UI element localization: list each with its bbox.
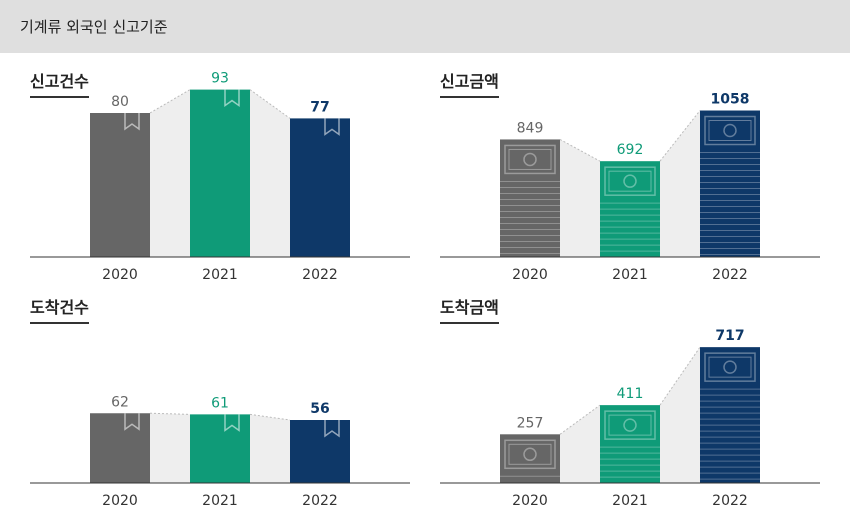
bar-2022 [290,420,350,483]
banknote-icon [504,144,556,175]
x-tick-label: 2022 [302,267,338,283]
banknote-coin [523,152,537,167]
bar-connector [560,405,600,483]
bar-2022 [700,110,760,257]
data-label: 692 [617,142,644,158]
data-label: 849 [517,120,544,136]
bar-connector [660,110,700,257]
x-tick-label: 2021 [612,493,648,509]
connector-dashed-line [249,89,291,119]
data-label: 61 [211,395,229,411]
data-label: 1058 [711,92,750,108]
bar-2020 [500,139,560,257]
chart-panel-report-count: 신고건수 80 2020 93 2021 77 2022 [30,71,430,302]
banknote-inner-border [508,443,552,465]
bar-2021 [600,405,660,483]
bar-2020 [90,113,150,257]
banknote-icon [604,166,656,196]
chart-plot: 257 2020 411 2021 717 2022 [440,328,820,509]
bar-connector [560,139,600,257]
banknote-inner-border [708,120,752,142]
x-tick-label: 2020 [102,493,138,509]
bookmark-icon [124,113,140,131]
bookmark-icon [224,89,240,108]
bar-2021 [600,161,660,257]
data-label: 93 [211,71,229,87]
chart-title: 도착금액 [440,298,499,324]
banknote-inner-border [608,414,652,436]
x-tick-label: 2022 [712,267,748,283]
chart-plot: 62 2020 61 2021 56 2022 [30,394,410,509]
bookmark-icon [124,413,140,431]
bar-connector [660,347,700,483]
banknote-icon [704,352,756,382]
connector-dashed-line [659,110,701,162]
bar-2020 [500,434,560,483]
banknote-icon [704,115,756,146]
data-label: 80 [111,94,129,110]
banknote-coin [723,360,737,374]
banknote-inner-border [708,356,752,378]
data-label: 77 [310,99,329,115]
x-tick-label: 2021 [202,493,238,509]
bar-connector [250,89,290,257]
chart-plot: 849 2020 692 2021 1058 2022 [440,92,820,283]
bar-2022 [290,118,350,258]
data-label: 411 [617,386,644,402]
x-tick-label: 2020 [512,493,548,509]
banknote-icon [504,439,556,470]
bar-2021 [190,414,250,483]
bookmark-icon [224,414,240,432]
chart-panel-arrival-count: 도착건수 62 2020 61 2021 56 2022 [30,298,430,528]
bar-connector [150,413,190,483]
connector-dashed-line [249,413,291,421]
connector-dashed-line [149,412,191,415]
data-label: 717 [715,328,744,344]
bar-2022 [700,347,760,483]
chart-title: 신고건수 [30,72,89,98]
x-tick-label: 2021 [202,267,238,283]
banknote-icon [604,410,656,440]
data-label: 257 [517,415,544,431]
connector-dashed-line [559,139,601,162]
page-title: 기계류 외국인 신고기준 [20,18,168,36]
bookmark-icon [324,420,340,438]
x-tick-label: 2022 [302,493,338,509]
bar-connector [250,414,290,483]
chart-title: 도착건수 [30,298,89,324]
banknote-coin [523,447,537,462]
data-label: 62 [111,394,129,410]
chart-title: 신고금액 [440,72,499,98]
banknote-inner-border [508,148,552,170]
connector-dashed-line [559,404,601,435]
bar-2020 [90,413,150,483]
chart-plot: 80 2020 93 2021 77 2022 [30,71,410,283]
data-label: 56 [310,401,329,417]
bar-2021 [190,89,250,257]
x-tick-label: 2020 [102,267,138,283]
banknote-coin [623,418,637,432]
x-tick-label: 2021 [612,267,648,283]
x-tick-label: 2020 [512,267,548,283]
banknote-coin [623,174,637,188]
x-tick-label: 2022 [712,493,748,509]
banknote-inner-border [608,170,652,192]
chart-panel-report-amount: 신고금액 849 2020 692 2021 1058 2022 [440,72,840,302]
banknote-coin [723,123,737,138]
page-header: 기계류 외국인 신고기준 [0,0,850,53]
bookmark-icon [324,118,340,136]
chart-panel-arrival-amount: 도착금액 257 2020 411 2021 717 2022 [440,298,840,528]
bar-connector [150,89,190,257]
